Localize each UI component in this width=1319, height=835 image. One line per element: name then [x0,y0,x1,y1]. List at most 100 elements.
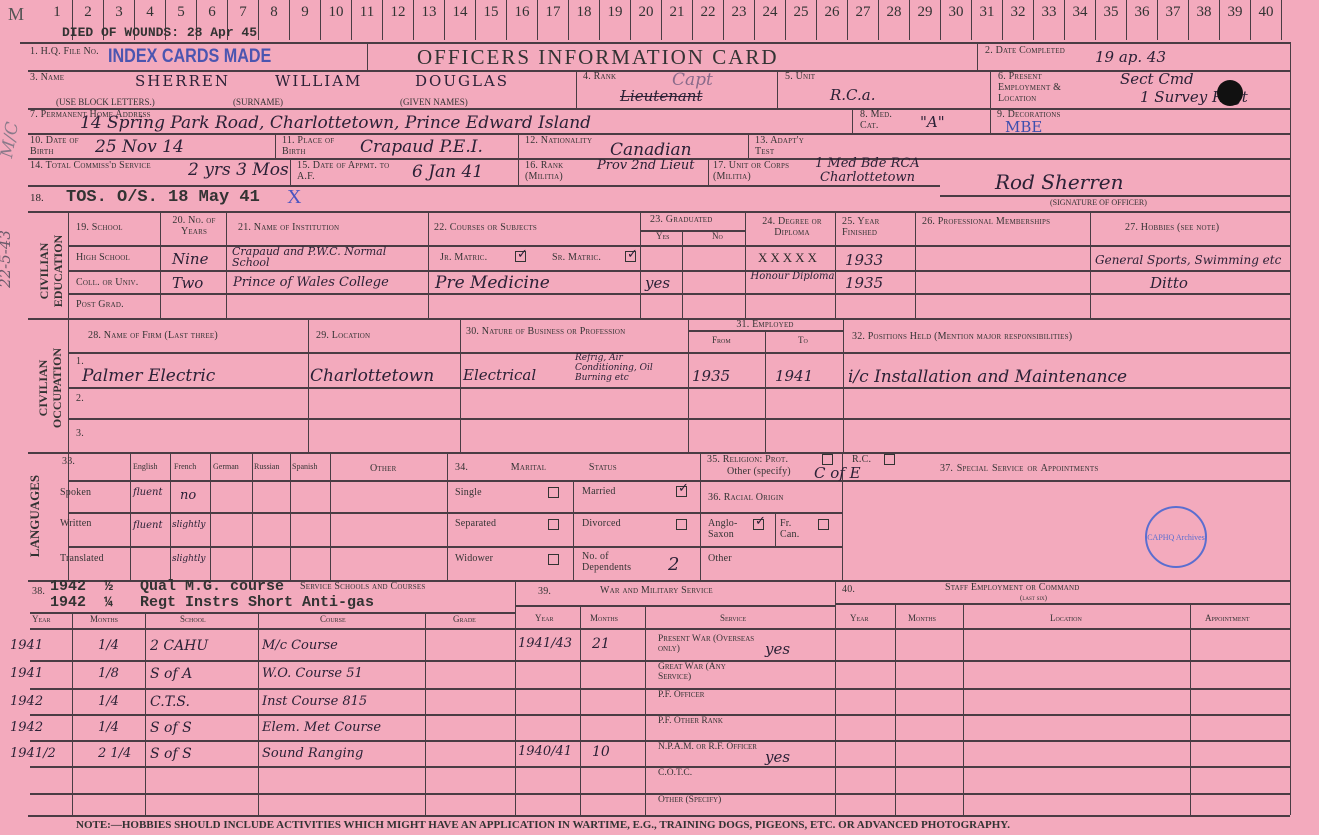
school-row-months: 1/4 [98,638,119,653]
hq-file-label: 1. H.Q. File No. [30,46,99,57]
occ-row-1-num: 1. [76,356,84,367]
form-rule-vertical [775,512,776,546]
edu-header-courses: 22. Courses or Subjects [434,222,537,233]
ruler-tick [320,0,321,40]
form-rule-vertical [160,212,161,318]
protestant-checkbox[interactable] [822,454,833,465]
present-employment-label: 6. Present Employment & Location [998,71,1062,104]
ruler-tick [785,0,786,40]
address-label: 7. Permanent Home Address [30,109,151,120]
war-service-label: P.F. Officer [658,690,705,700]
check-mark-icon: ✓ [678,480,689,495]
school-row-year: 1942 [10,720,44,735]
widower-label: Widower [455,553,494,564]
special-service-title: 37. Special Service or Appointments [940,463,1099,474]
rc-checkbox[interactable] [884,454,895,465]
school-row-course: W.O. Course 51 [262,666,363,681]
staff-header-location: Location [1050,613,1082,623]
form-rule-vertical [68,212,69,452]
lang-row-written: Written [60,518,92,529]
ruler-tick [692,0,693,40]
ruler-number: 6 [208,4,216,20]
form-rule-horizontal [28,580,1290,582]
total-service-value: 2 yrs 3 Mos [188,160,289,180]
war-service-label: N.P.A.M. or R.F. Officer [658,742,757,752]
single-checkbox[interactable] [548,487,559,498]
form-rule-horizontal [30,688,1290,690]
form-rule-vertical [700,452,701,580]
edu-degree-college: Honour Diploma [750,271,835,282]
anglo-saxon-checkbox[interactable] [753,519,764,530]
ruler-number: 30 [948,4,964,20]
ruler-tick [847,0,848,40]
lang-spoken-english: fluent [133,487,163,498]
form-rule-vertical [895,605,896,815]
staff-header-months: Months [908,613,937,623]
french-canadian-checkbox[interactable] [818,519,829,530]
ruler-number: 23 [731,4,747,20]
form-rule-horizontal [30,766,1290,768]
form-rule-vertical [852,108,853,133]
ruler-tick [1219,0,1220,40]
adaptability-test-label: 13. Adapt'y Test [755,135,805,157]
lang-col-german: German [213,462,239,471]
ruler-tick [1064,0,1065,40]
occ-nature-1: Electrical [463,366,537,384]
ruler-number: 10 [328,4,344,20]
form-rule-vertical [748,133,749,158]
form-rule-horizontal [20,42,1290,44]
med-cat-value: "A" [920,113,945,131]
ruler-number: 24 [762,4,778,20]
militia-rank-value: Prov 2nd Lieut [597,158,695,173]
schools-header-course: Course [320,614,346,624]
ruler-number: 14 [452,4,468,20]
separated-checkbox[interactable] [548,519,559,530]
occ-to-1: 1941 [775,367,814,385]
pob-label: 11. Place of Birth [282,135,335,157]
form-rule-vertical [1290,42,1291,815]
dob-value: 25 Nov 14 [95,137,184,157]
militia-rank-label: 16. Rank (Militia) [525,160,564,182]
sr-matric-checkbox[interactable] [625,251,636,262]
ruler-number: 31 [979,4,995,20]
form-rule-vertical [290,158,291,185]
check-mark-icon: ✓ [755,513,766,528]
staff-number: 40. [842,584,856,595]
typed-course-1: 1942 ½ Qual M.G. course [50,578,285,595]
widower-checkbox[interactable] [548,554,559,565]
pob-value: Crapaud P.E.I. [360,137,483,157]
edu-year-high: 1933 [845,251,884,269]
ruler-number: 5 [177,4,185,20]
form-rule-horizontal [28,133,1290,135]
divorced-checkbox[interactable] [676,519,687,530]
married-checkbox[interactable] [676,486,687,497]
form-rule-horizontal [30,740,1290,742]
war-service-year: 1941/43 [518,636,573,651]
ruler-tick [599,0,600,40]
form-rule-horizontal [28,815,1290,817]
form-rule-horizontal [30,628,1290,630]
edu-courses-college: Pre Medicine [435,273,550,293]
form-rule-vertical [745,212,746,318]
militia-unit-value-1: 1 Med Bde RCA [815,156,920,171]
edu-header-graduated: 23. Graduated [650,214,713,225]
languages-number: 33. [62,456,76,467]
form-rule-horizontal [68,546,842,548]
form-rule-vertical [252,452,253,580]
jr-matric-checkbox[interactable] [515,251,526,262]
surname-value: SHERREN [135,72,230,90]
occ-header-location: 29. Location [316,330,371,341]
edu-years-college: Two [172,274,204,292]
typed-course-2: 1942 ¼ Regt Instrs Short Anti-gas [50,594,375,611]
rank-label: 4. Rank [583,71,617,82]
school-row-school: S of S [150,746,192,762]
ruler-number: 9 [301,4,309,20]
check-mark-icon: ✓ [627,246,638,261]
ruler-tick [1126,0,1127,40]
militia-unit-label: 17. Unit or Corps (Militia) [713,160,790,182]
ruler-number: 22 [700,4,716,20]
form-rule-vertical [777,70,778,108]
present-employment-value-1: Sect Cmd [1120,70,1194,88]
form-rule-vertical [835,580,836,815]
given-names-note: (GIVEN NAMES) [400,97,468,107]
